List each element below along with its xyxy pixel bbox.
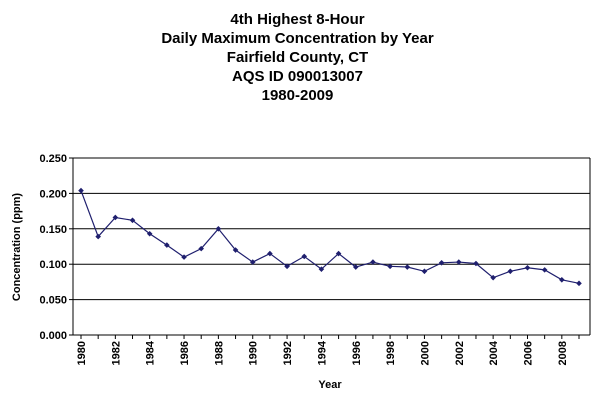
title-line-4: AQS ID 090013007 [232,68,363,85]
data-point [95,233,101,240]
data-point [370,259,376,265]
x-tick-label: 2008 [557,341,569,365]
data-point [576,280,582,287]
x-tick-label: 1990 [248,341,260,365]
title-line-1: 4th Highest 8-Hour [230,11,365,28]
x-tick-label: 1984 [145,340,157,365]
data-point [473,260,479,267]
x-tick-label: 1994 [316,340,328,365]
data-point [335,250,342,257]
y-tick-label: 0.150 [39,224,67,236]
data-point [284,263,290,270]
y-tick-label: 0.250 [39,153,67,165]
data-point [387,263,393,270]
x-tick-label: 1986 [179,341,191,365]
data-point [78,187,84,194]
y-tick-labels: 0.000 0.050 0.100 0.150 0.200 0.250 [39,153,67,342]
series-line [80,190,580,284]
x-tick-label: 1988 [213,341,225,365]
x-tick-label: 1982 [110,341,122,365]
data-point [198,245,205,252]
x-tick-label: 2006 [522,341,534,365]
data-point [146,230,153,237]
y-tick-label: 0.200 [39,188,67,200]
axes [72,158,591,339]
title-line-3: Fairfield County, CT [226,49,369,66]
y-axis-label: Concentration (ppm) [11,193,23,301]
title-line-5: 1980-2009 [261,87,334,104]
data-point [129,217,136,224]
data-point [301,253,308,260]
data-point [490,274,496,281]
data-point [352,264,359,270]
y-tick-label: 0.100 [39,259,67,271]
data-point [438,259,445,266]
data-point [507,268,514,275]
data-point [112,214,119,221]
data-point [232,247,239,253]
data-point [164,242,170,248]
data-points [78,187,582,287]
y-tick-label: 0.050 [39,295,67,307]
data-point [318,266,325,272]
x-tick-labels: 1980 1982 1984 1986 1988 1990 1992 1994 1996 1998… [76,340,569,365]
x-tick-label: 2004 [488,340,500,365]
data-point [421,268,428,275]
data-point [559,276,565,283]
data-point [249,259,256,265]
data-point [181,254,187,260]
data-point [267,250,273,257]
x-axis-label: Year [318,379,342,391]
x-tick-label: 1980 [76,341,88,365]
data-point [524,264,531,271]
y-tick-label: 0.000 [39,330,67,342]
title-line-2: Daily Maximum Concentration by Year [161,30,434,47]
gridlines [69,157,590,336]
data-point [455,259,462,265]
data-point [404,264,411,270]
x-tick-label: 2000 [419,341,431,365]
x-tick-label: 1996 [351,341,363,365]
data-point [541,267,548,273]
chart-title: 4th Highest 8-Hour Daily Maximum Concent… [0,10,595,105]
x-tick-label: 1998 [385,341,397,365]
x-tick-label: 2002 [454,341,466,365]
x-tick-label: 1992 [282,341,294,365]
data-point [215,226,222,232]
